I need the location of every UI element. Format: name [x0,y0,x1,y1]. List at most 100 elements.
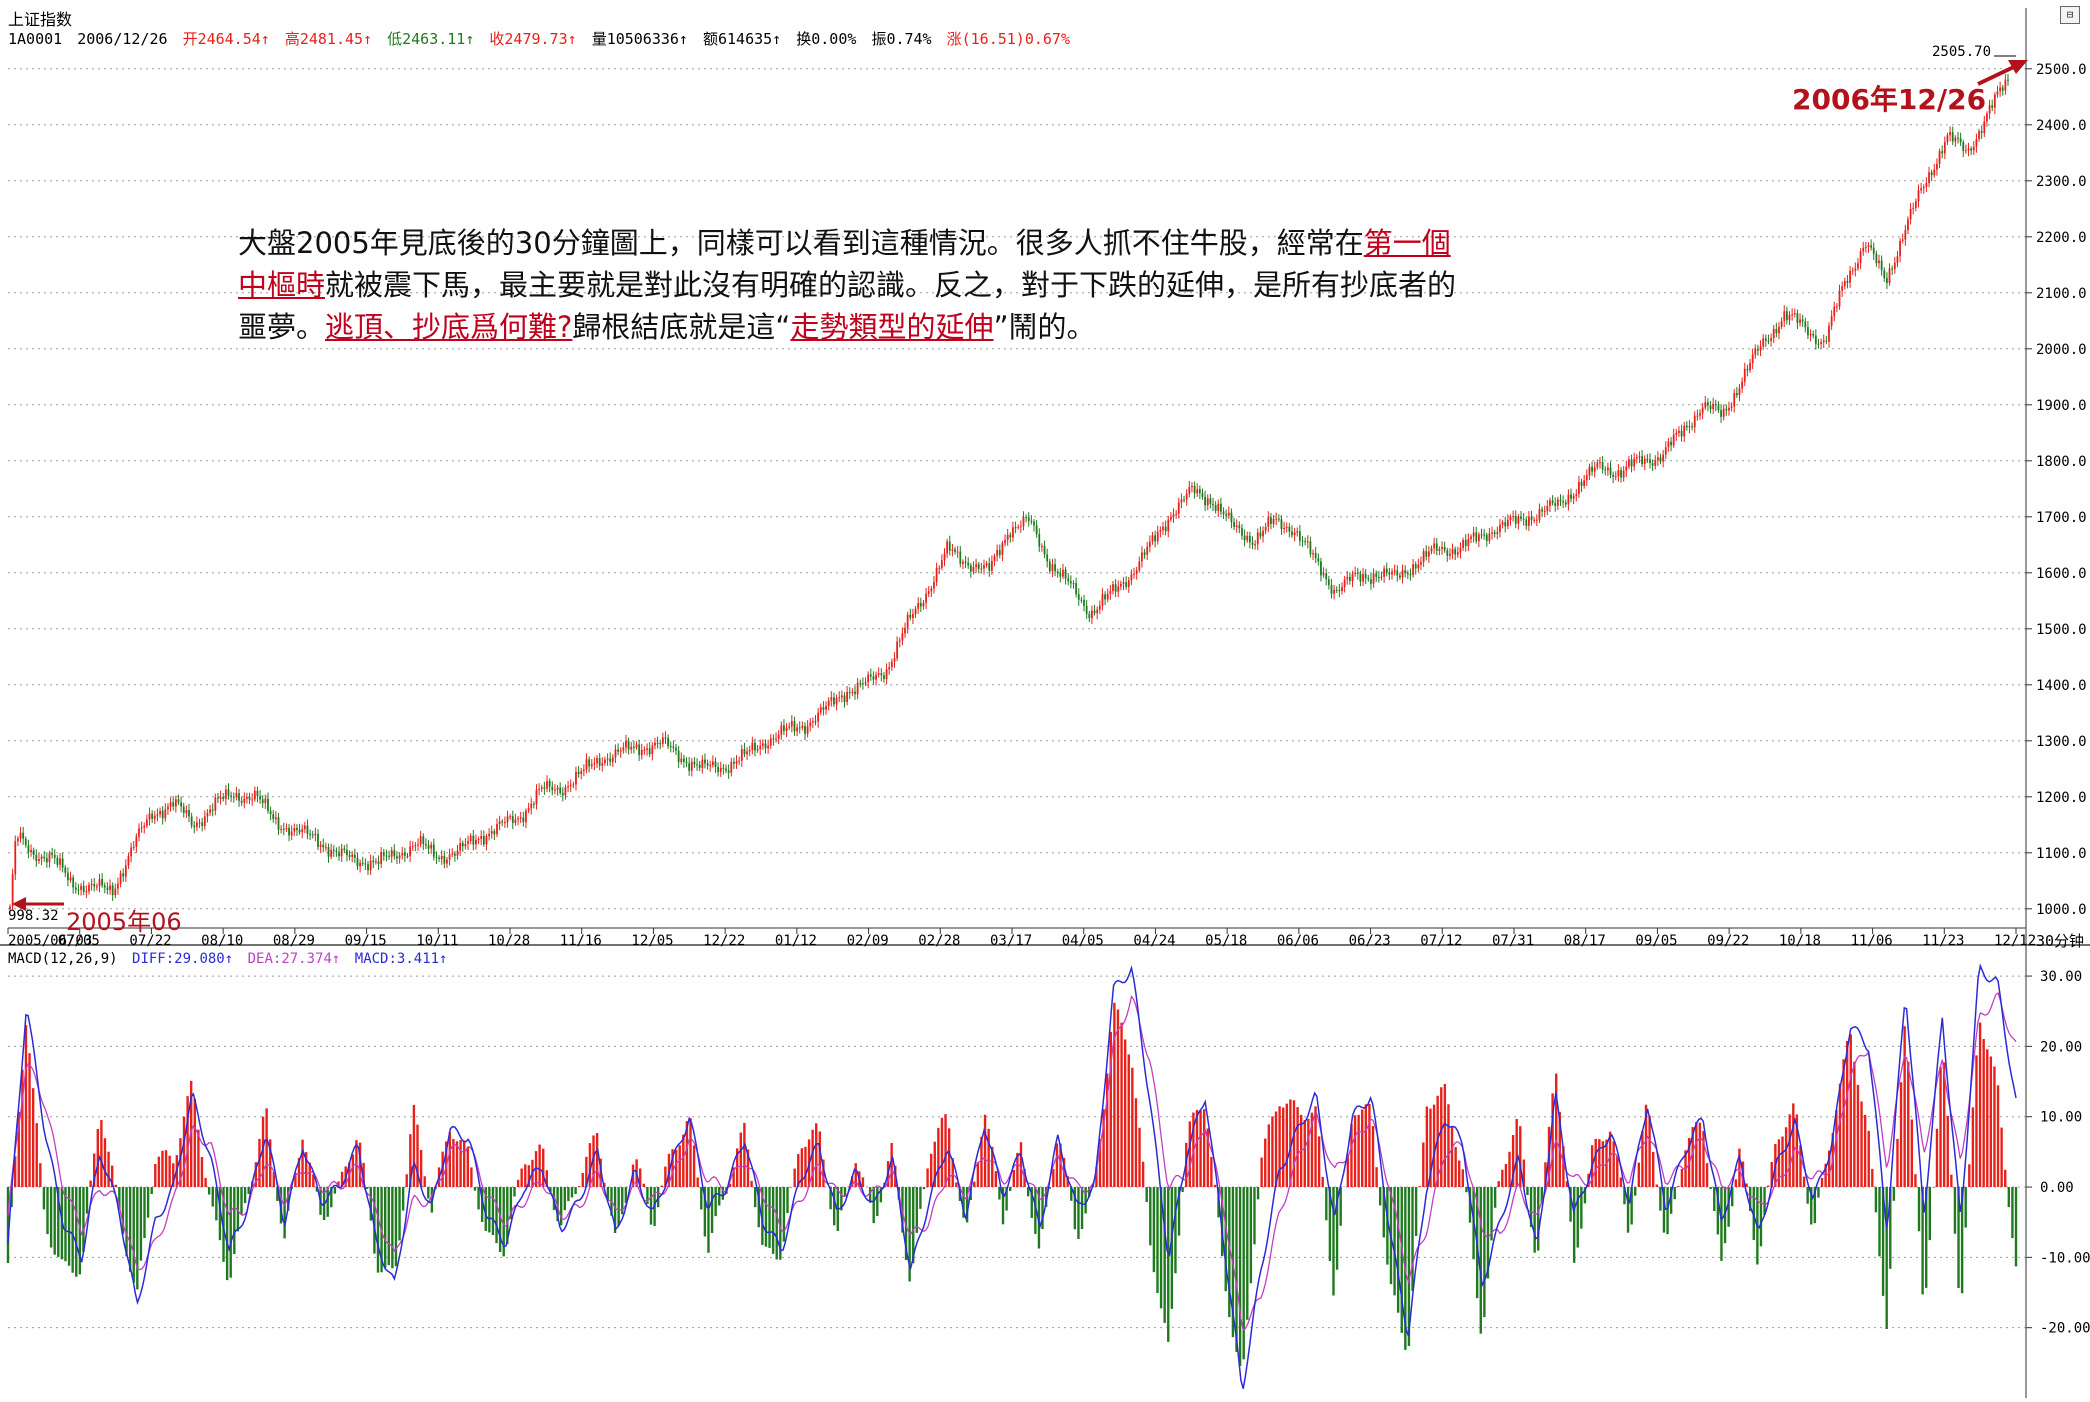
candle-body [890,661,893,668]
candle-body [1880,260,1883,271]
quote-change: 涨(16.51)0.67% [946,30,1070,48]
candle-body [556,787,559,790]
candle-body [103,885,106,888]
candle-body [1075,583,1078,595]
candle-body [1333,589,1336,594]
candle-body [856,682,859,695]
candle-body [819,707,822,713]
candle-body [174,799,177,807]
candle-body [359,862,362,867]
commentary-link-top-bottom[interactable]: 逃頂、抄底爲何難? [325,310,573,344]
candle-body [1849,270,1851,283]
candle-body [143,825,146,828]
candle-body [296,828,298,830]
candle-body [638,744,641,756]
candle-body [706,763,709,766]
candle-body [1338,590,1341,592]
candle-body [1828,325,1830,342]
candle-body [1056,571,1059,574]
candle-body [1886,278,1888,284]
candle-body [1038,534,1041,547]
time-tick-label: 07/31 [1492,933,1534,949]
candle-body [1917,190,1920,202]
candle-body [293,828,296,832]
candle-body [1301,540,1304,542]
timeframe-label[interactable]: 30分钟 [2036,932,2085,950]
candle-body [1904,230,1907,240]
candle-body [1309,541,1312,555]
candle-body [1672,434,1675,446]
candle-body [1659,457,1662,462]
candle-body [1085,605,1088,614]
candle-body [451,853,454,855]
candle-body [1575,494,1578,497]
candle-body [282,828,285,830]
candle-body [1483,534,1486,536]
candle-body [667,737,670,747]
candle-body [351,854,354,857]
candle-body [954,549,956,552]
candle-body [1330,585,1333,594]
candle-body [1959,138,1962,143]
candle-body [1585,475,1588,481]
candle-body [1986,113,1988,122]
candle-body [88,885,90,892]
candle-body [311,834,314,836]
candle-body [1214,505,1217,511]
commentary-link-first-pivot[interactable]: 第一個中樞時 [238,226,1451,302]
candle-body [859,682,862,684]
candle-body [1996,91,1999,95]
candle-body [1246,535,1249,541]
candle-body [1533,519,1536,521]
candle-body [656,742,659,744]
candle-body [1059,573,1062,577]
candle-body [1464,540,1467,547]
candle-body [1941,151,1944,154]
candle-body [906,614,909,628]
candle-body [511,816,514,823]
candle-body [1759,346,1762,351]
candle-body [101,879,104,886]
commentary-link-trend-extension[interactable]: 走勢類型的延伸 [790,310,994,344]
candle-body [956,551,959,553]
candle-body [1204,496,1207,506]
candle-body [503,822,506,824]
candle-body [1243,535,1246,541]
candle-body [338,852,340,857]
candle-body [1027,517,1030,521]
candle-body [751,742,754,750]
candle-body [1675,432,1678,435]
candle-body [1701,407,1704,414]
candle-body [543,787,546,789]
candle-body [1733,393,1736,407]
time-tick-label: 09/22 [1707,933,1749,949]
candle-body [1312,553,1314,555]
candle-body [772,738,775,740]
candle-body [798,727,801,729]
candle-body [346,849,348,856]
candle-body [1783,311,1786,322]
candle-body [1270,517,1272,524]
candle-body [746,751,748,755]
candle-body [1454,549,1457,555]
candle-body [240,800,243,803]
candle-body [106,887,109,890]
candle-body [1472,532,1475,537]
candle-body [593,763,596,765]
candle-body [862,683,864,685]
candle-body [983,565,985,569]
candle-body [1067,578,1070,582]
candle-body [567,786,569,788]
candle-body [1578,481,1580,495]
candle-body [1362,574,1364,582]
candle-body [1528,516,1530,526]
candle-body [414,845,417,847]
time-tick-label: 01/12 [775,933,817,949]
candle-body [1446,550,1449,556]
window-toggle-icon[interactable]: ⊟ [2060,6,2080,24]
candle-body [1628,459,1630,467]
macd-tick-label: 30.00 [2040,969,2082,985]
candle-body [1399,575,1401,578]
candle-body [48,853,51,863]
